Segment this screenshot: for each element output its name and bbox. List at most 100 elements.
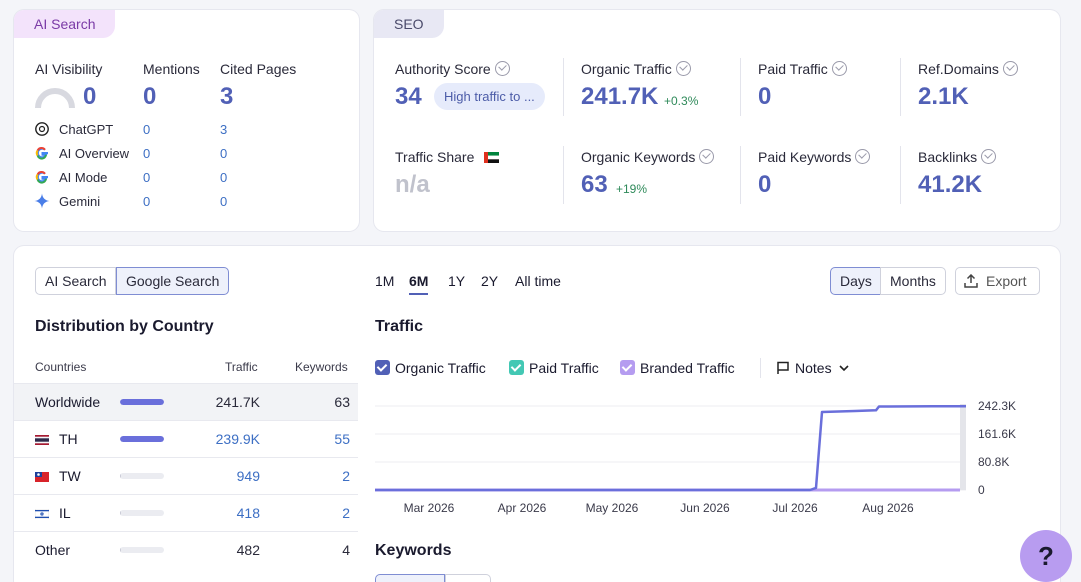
traffic-share-bar-fill [120, 547, 122, 553]
paid-keywords-label: Paid Keywords [758, 149, 871, 165]
info-check-icon[interactable] [675, 61, 691, 76]
main-card: AI Search Google Search 1M 6M 1Y 2Y All … [14, 246, 1060, 582]
traffic-chart[interactable]: 242.3K 161.6K 80.8K 0 Mar 2026 Apr 2026 May 20… [370, 394, 1050, 524]
platform-cited[interactable]: 0 [220, 194, 228, 209]
mentions-value[interactable]: 0 [143, 83, 157, 110]
authority-score-label: Authority Score [395, 61, 510, 77]
paid-keywords-value[interactable]: 0 [758, 171, 772, 198]
range-tab[interactable]: 2Y [481, 273, 499, 289]
table-row[interactable]: Worldwide 241.7K 63 [14, 383, 358, 420]
divider [563, 146, 564, 204]
traffic-share-bar-fill [120, 436, 164, 442]
country-traffic[interactable]: 949 [236, 468, 260, 484]
legend-branded[interactable]: Branded Traffic [620, 360, 735, 376]
country-name-cell: TW [35, 468, 81, 484]
platform-mentions[interactable]: 0 [143, 170, 151, 185]
keywords-title: Keywords [375, 542, 452, 559]
traffic-share-bar [120, 547, 164, 553]
cited-pages-label: Cited Pages [220, 61, 297, 77]
organic-traffic-delta: +0.3% [664, 94, 699, 108]
platform-name: AI Overview [59, 146, 130, 161]
platform-cited[interactable]: 3 [220, 122, 228, 137]
thailand-flag-icon [35, 435, 49, 445]
checkbox-checked-icon [509, 360, 524, 375]
country-traffic[interactable]: 418 [236, 505, 260, 521]
info-check-icon[interactable] [699, 149, 715, 164]
divider [760, 358, 761, 378]
visibility-gauge-icon [35, 88, 75, 109]
info-check-icon[interactable] [855, 149, 871, 164]
paid-traffic-label: Paid Traffic [758, 61, 847, 77]
y-tick-label: 80.8K [978, 455, 1009, 469]
info-check-icon[interactable] [1002, 61, 1018, 76]
google-search-toggle[interactable]: Google Search [116, 267, 230, 295]
paid-traffic-value[interactable]: 0 [758, 83, 772, 110]
platform-mentions[interactable]: 0 [143, 122, 151, 137]
traffic-share-bar [120, 510, 164, 516]
x-tick-label: Jul 2026 [772, 501, 818, 515]
legend-paid[interactable]: Paid Traffic [509, 360, 599, 376]
info-check-icon[interactable] [981, 149, 997, 164]
ai-search-toggle[interactable]: AI Search [35, 267, 117, 295]
country-keywords[interactable]: 55 [334, 431, 350, 447]
authority-score-value[interactable]: 34 [395, 83, 422, 110]
country-name: IL [59, 505, 71, 521]
notes-dropdown[interactable]: Notes [776, 360, 850, 376]
paid-keywords-text: Paid Keywords [758, 149, 852, 165]
country-keywords[interactable]: 2 [342, 505, 350, 521]
ref-domains-label: Ref.Domains [918, 61, 1018, 77]
range-tab-active[interactable]: 6M [409, 273, 429, 295]
ai-visibility-value[interactable]: 0 [83, 83, 97, 110]
x-tick-label: Mar 2026 [404, 501, 455, 515]
table-row[interactable]: TH 239.9K 55 [14, 420, 358, 457]
country-keywords[interactable]: 2 [342, 468, 350, 484]
ref-domains-value[interactable]: 2.1K [918, 83, 969, 110]
keywords-tab[interactable] [445, 574, 491, 582]
divider [740, 58, 741, 116]
range-tab[interactable]: All time [515, 273, 561, 289]
table-row[interactable]: Other 482 4 [14, 531, 358, 568]
country-traffic[interactable]: 239.9K [215, 431, 260, 447]
country-keywords: 4 [342, 542, 350, 558]
y-tick-label: 161.6K [978, 427, 1016, 441]
traffic-share-value: n/a [395, 171, 430, 198]
info-check-icon[interactable] [831, 61, 847, 76]
legend-branded-label: Branded Traffic [640, 360, 735, 376]
cited-pages-value[interactable]: 3 [220, 83, 234, 110]
platform-mentions[interactable]: 0 [143, 146, 151, 161]
days-button[interactable]: Days [830, 267, 882, 295]
organic-traffic-line [375, 404, 966, 492]
legend-organic[interactable]: Organic Traffic [375, 360, 486, 376]
seo-tab-label: SEO [374, 10, 444, 38]
platform-cited[interactable]: 0 [220, 170, 228, 185]
range-tab[interactable]: 1Y [448, 273, 466, 289]
country-name-cell: TH [35, 431, 78, 447]
organic-traffic-label: Organic Traffic [581, 61, 691, 77]
y-tick-label: 242.3K [978, 399, 1016, 413]
range-tab[interactable]: 1M [375, 273, 395, 289]
ai-platform-row: Gemini 0 0 [34, 192, 334, 212]
help-button[interactable]: ? [1020, 530, 1072, 582]
organic-keywords-value[interactable]: 63 [581, 171, 608, 198]
traffic-share-bar-fill [120, 399, 164, 405]
organic-traffic-value[interactable]: 241.7K [581, 83, 659, 110]
column-header-traffic: Traffic [225, 360, 258, 374]
platform-mentions[interactable]: 0 [143, 194, 151, 209]
divider [900, 146, 901, 204]
info-check-icon[interactable] [494, 61, 510, 76]
divider [740, 146, 741, 204]
table-row[interactable]: IL 418 2 [14, 494, 358, 531]
authority-badge[interactable]: High traffic to ... [434, 83, 545, 110]
keywords-tab[interactable] [375, 574, 445, 582]
months-button[interactable]: Months [880, 267, 946, 295]
backlinks-value[interactable]: 41.2K [918, 171, 983, 198]
checkbox-checked-icon [375, 360, 390, 375]
traffic-share-bar-fill [120, 473, 122, 479]
table-row[interactable]: TW 949 2 [14, 457, 358, 494]
platform-cited[interactable]: 0 [220, 146, 228, 161]
traffic-share-label: Traffic Share [395, 149, 500, 165]
seo-card: SEO Authority Score 34 High traffic to .… [374, 10, 1060, 231]
chart-end-marker [960, 404, 966, 490]
export-button[interactable]: Export [955, 267, 1040, 295]
distribution-title: Distribution by Country [35, 318, 214, 335]
